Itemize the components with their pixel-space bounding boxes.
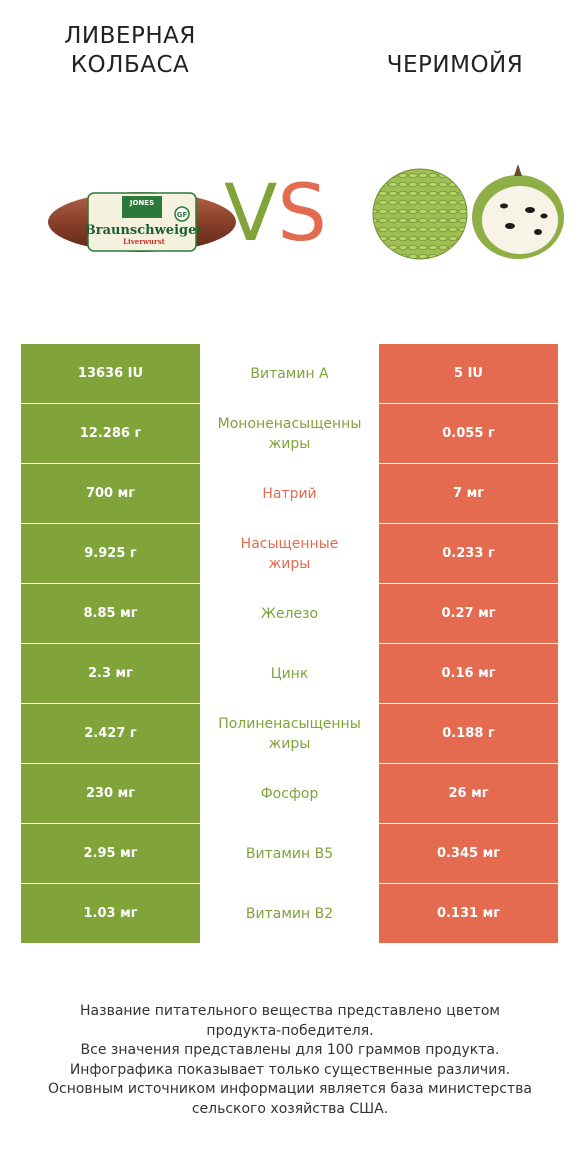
liverwurst-image: JONES GF Braunschweiger Liverwurst (48, 192, 236, 252)
nutrient-name-line1: Витамин A (250, 365, 329, 382)
nutrient-name: Насыщенные жиры (200, 524, 379, 583)
right-value: 0.27 мг (379, 584, 558, 643)
nutrient-name-line1: Витамин B5 (245, 845, 334, 862)
nutrient-name-line1: Витамин B2 (245, 905, 334, 922)
svg-text:GF: GF (177, 211, 188, 219)
left-title-line2: КОЛБАСА (70, 52, 190, 78)
footer-line: Основным источником информации является … (48, 1081, 532, 1097)
nutrient-name-line1: Насыщенные (240, 535, 339, 552)
nutrient-name: Цинк (200, 644, 379, 703)
left-value: 2.95 мг (21, 824, 200, 883)
footer-line: Все значения представлены для 100 граммо… (80, 1042, 500, 1058)
left-value: 2.3 мг (21, 644, 200, 703)
table-row: 230 мг Фосфор 26 мг (21, 764, 558, 823)
left-value: 8.85 мг (21, 584, 200, 643)
nutrient-name-line1: Фосфор (260, 785, 319, 802)
nutrient-name: Натрий (200, 464, 379, 523)
brand-text: JONES (129, 199, 154, 207)
table-row: 2.427 г Полиненасыщенны жиры 0.188 г (21, 704, 558, 763)
vs-label: VS (224, 172, 327, 256)
right-value: 0.055 г (379, 404, 558, 463)
right-value: 0.345 мг (379, 824, 558, 883)
footer-line: продукта-победителя. (206, 1022, 374, 1039)
left-value: 700 мг (21, 464, 200, 523)
nutrient-name: Витамин A (200, 344, 379, 403)
nutrient-name: Мононенасыщенны жиры (200, 404, 379, 463)
left-title-line1: ЛИВЕРНАЯ (64, 23, 196, 49)
table-row: 2.95 мг Витамин B5 0.345 мг (21, 824, 558, 883)
right-value: 26 мг (379, 764, 558, 823)
nutrient-name: Фосфор (200, 764, 379, 823)
nutrient-name-line2: жиры (268, 555, 311, 572)
nutrient-name: Железо (200, 584, 379, 643)
right-value: 0.131 мг (379, 884, 558, 943)
table-row: 2.3 мг Цинк 0.16 мг (21, 644, 558, 703)
right-value: 5 IU (379, 344, 558, 403)
nutrient-name: Витамин B5 (200, 824, 379, 883)
nutrient-name-line1: Полиненасыщенны (218, 715, 361, 732)
vs-v: V (224, 169, 278, 259)
nutrient-name-line1: Цинк (270, 665, 309, 682)
right-value: 7 мг (379, 464, 558, 523)
footer-line: сельского хозяйства США. (191, 1100, 389, 1117)
vs-s: S (277, 169, 327, 259)
product-name-text: Braunschweiger (85, 223, 204, 238)
cherimoya-image (372, 164, 564, 260)
nutrient-name-line1: Мононенасыщенны (217, 415, 362, 432)
left-value: 2.427 г (21, 704, 200, 763)
nutrient-name-line2: жиры (268, 435, 311, 452)
table-row: 700 мг Натрий 7 мг (21, 464, 558, 523)
table-row: 12.286 г Мононенасыщенны жиры 0.055 г (21, 404, 558, 463)
table-row: 9.925 г Насыщенные жиры 0.233 г (21, 524, 558, 583)
product-sub-text: Liverwurst (123, 237, 166, 246)
left-value: 9.925 г (21, 524, 200, 583)
left-value: 1.03 мг (21, 884, 200, 943)
left-product-title: ЛИВЕРНАЯ КОЛБАСА (20, 22, 240, 80)
nutrient-name-line2: жиры (268, 735, 311, 752)
right-value: 0.16 мг (379, 644, 558, 703)
nutrient-name: Витамин B2 (200, 884, 379, 943)
right-product-title: ЧЕРИМОЙЯ (386, 52, 524, 78)
nutrient-name-line1: Железо (260, 605, 319, 622)
table-row: 1.03 мг Витамин B2 0.131 мг (21, 884, 558, 943)
table-row: 13636 IU Витамин A 5 IU (21, 344, 558, 403)
left-value: 230 мг (21, 764, 200, 823)
right-value: 0.188 г (379, 704, 558, 763)
table-row: 8.85 мг Железо 0.27 мг (21, 584, 558, 643)
nutrient-name-line1: Натрий (262, 485, 317, 502)
nutrient-name: Полиненасыщенны жиры (200, 704, 379, 763)
left-value: 13636 IU (21, 344, 200, 403)
footer-notes: Название питательного вещества представл… (20, 1002, 560, 1119)
footer-line: Инфографика показывает только существенн… (69, 1061, 511, 1078)
right-value: 0.233 г (379, 524, 558, 583)
footer-line: Название питательного вещества представл… (80, 1003, 500, 1019)
left-value: 12.286 г (21, 404, 200, 463)
